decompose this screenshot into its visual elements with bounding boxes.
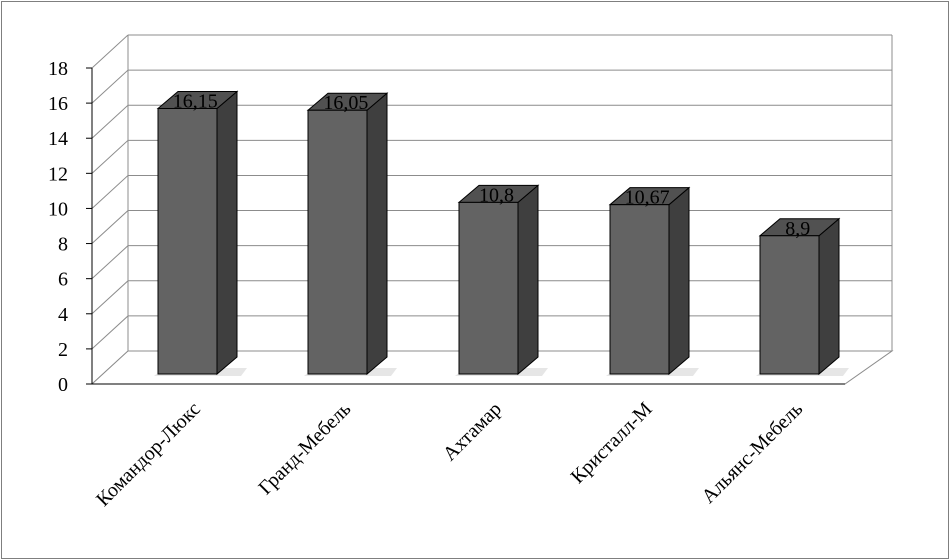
y-tick-label: 8 [58, 234, 68, 256]
gridline-diagonal [91, 175, 129, 209]
y-tick-label: 4 [58, 304, 68, 326]
data-label: 10,67 [625, 187, 670, 209]
y-tick-label: 14 [48, 128, 68, 150]
gridline-diagonal [91, 210, 129, 244]
bar [154, 90, 247, 376]
y-tick-label: 10 [48, 198, 68, 220]
bar-side [517, 184, 539, 376]
gridline-diagonal [91, 104, 129, 139]
y-tick-label: 6 [58, 269, 68, 291]
gridline-diagonal [91, 315, 129, 350]
x-tick-label: Кристалл-М [567, 398, 657, 488]
bar-side [668, 186, 690, 376]
data-label: 8,9 [785, 218, 810, 240]
bar [756, 217, 849, 376]
bars [154, 90, 849, 376]
bar-front [609, 204, 670, 375]
gridline-diagonal [91, 69, 129, 104]
axes [86, 67, 845, 385]
data-label: 10,8 [479, 184, 514, 206]
gridline-diagonal [91, 139, 129, 174]
data-label: 16,05 [323, 92, 368, 114]
bar [304, 92, 397, 376]
bar-front [458, 201, 519, 375]
y-tick-label: 16 [48, 93, 68, 115]
bar-side [366, 92, 388, 376]
y-tick-label: 12 [48, 163, 68, 185]
gridline-diagonal [91, 34, 129, 69]
y-tick-label: 18 [48, 58, 68, 80]
gridline-diagonal [91, 280, 129, 315]
bar-side [216, 90, 238, 376]
y-tick-label: 2 [58, 339, 68, 361]
x-tick-label: Альянс-Мебель [697, 398, 807, 508]
x-tick-label: Ахтамар [439, 398, 506, 465]
bar-front [307, 109, 368, 375]
bar-side [818, 217, 840, 376]
bar [606, 186, 699, 376]
bar-front [759, 235, 820, 375]
x-tick-label: Гранд-Мебель [254, 398, 355, 499]
data-label: 16,15 [173, 90, 218, 112]
bar-front [157, 107, 218, 375]
gridline-diagonal [91, 245, 129, 280]
x-tick-label: Командор-Люкс [92, 398, 205, 511]
bar [455, 184, 548, 376]
y-tick-label: 0 [58, 374, 68, 396]
